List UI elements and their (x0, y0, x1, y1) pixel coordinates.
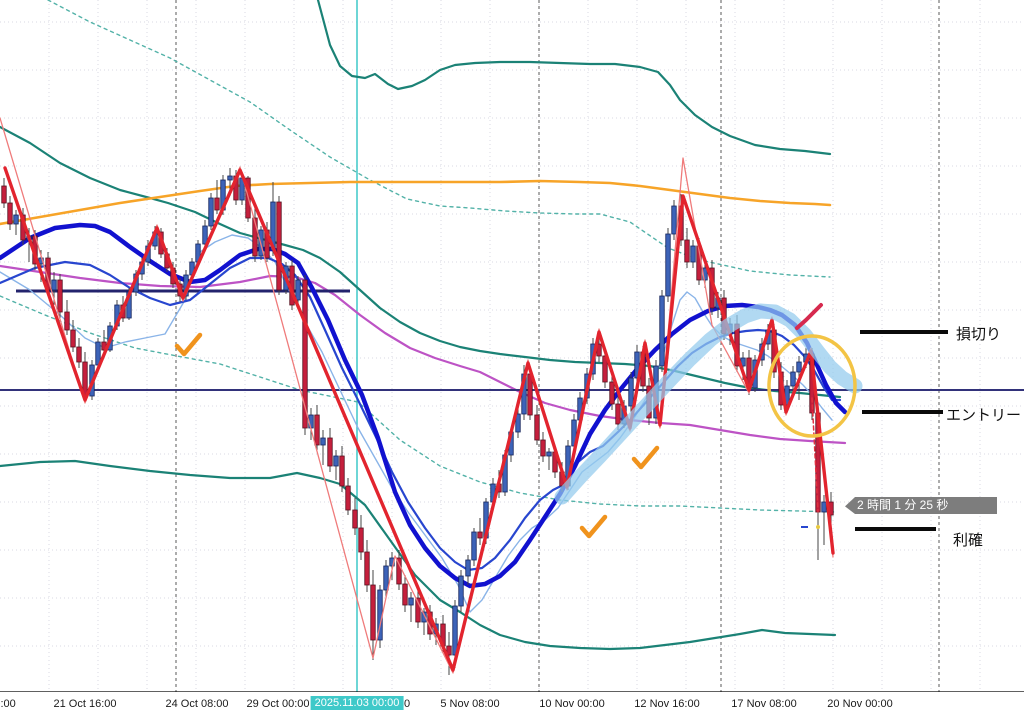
annotation-label-take-profit[interactable]: 利確 (953, 531, 984, 549)
time-axis-label: 00:00 (0, 698, 16, 710)
time-axis[interactable] (0, 692, 1024, 715)
time-axis-label: 10 Nov 00:00 (539, 698, 605, 710)
current-date-label: 2025.11.03 00:00 (310, 696, 404, 710)
time-axis-label: 24 Oct 08:00 (165, 698, 229, 710)
annotation-label-entry[interactable]: エントリー (946, 406, 1022, 424)
time-axis-label: 0 (403, 698, 411, 710)
time-axis-label: 29 Oct 00:00 (246, 698, 310, 710)
time-axis-label: 20 Nov 00:00 (827, 698, 893, 710)
time-axis-label: 5 Nov 08:00 (440, 698, 500, 710)
annotation-label-stop-loss[interactable]: 損切り (956, 325, 1002, 343)
duration-tooltip: 2 時間 1 分 25 秒 (845, 497, 997, 514)
time-axis-label: 21 Oct 16:00 (53, 698, 117, 710)
time-axis-label: 17 Nov 08:00 (731, 698, 797, 710)
time-axis-label: 12 Nov 16:00 (634, 698, 700, 710)
